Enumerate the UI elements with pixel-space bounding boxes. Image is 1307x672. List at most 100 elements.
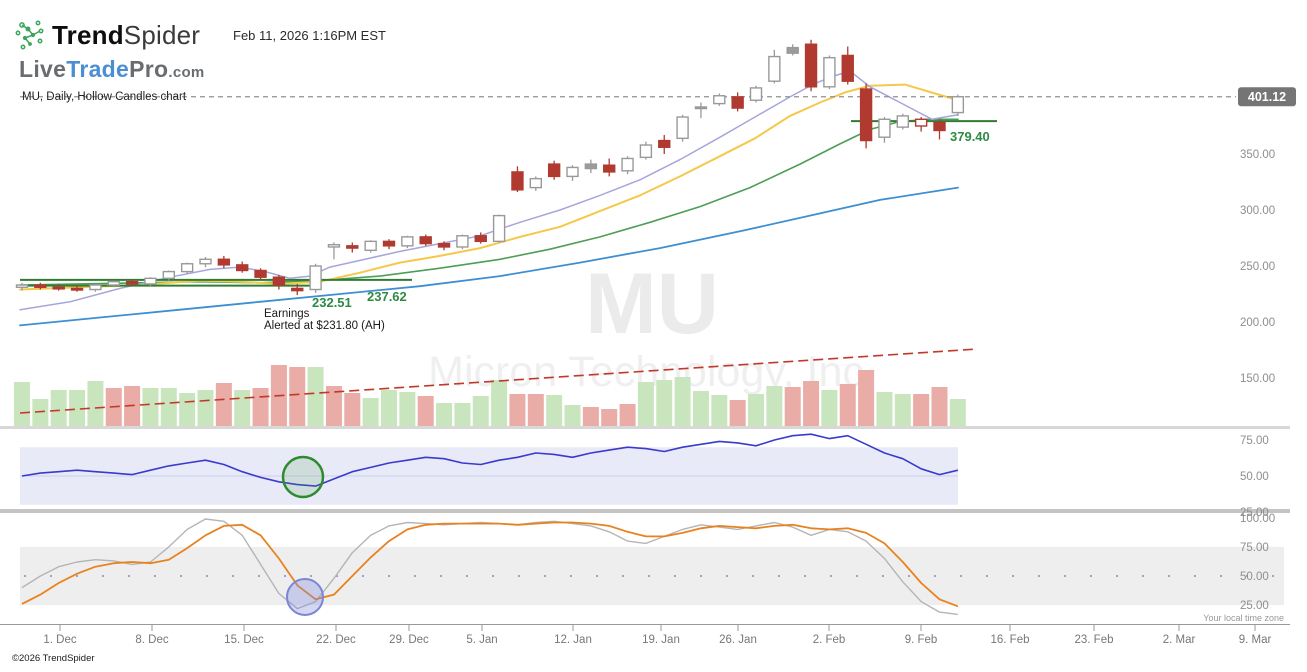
earnings-annotation-line: Earnings: [264, 308, 310, 320]
candle-body: [603, 164, 616, 173]
level-label-379.40: 379.40: [950, 129, 990, 144]
pane-divider-rsi-stoch: [0, 509, 1290, 513]
candle-body: [70, 287, 84, 291]
x-axis-label: 29. Dec: [389, 634, 429, 646]
volume-bar: [784, 387, 801, 427]
candle-body: [309, 265, 322, 291]
volume-bar: [234, 390, 251, 427]
candle-body: [364, 240, 377, 252]
volume-bar: [858, 370, 875, 427]
volume-bar: [179, 393, 196, 427]
copyright-note: ©2026 TrendSpider: [12, 653, 95, 664]
volume-bar: [619, 404, 636, 427]
volume-bar: [344, 393, 361, 427]
candle-body: [933, 121, 946, 132]
long-sma-blue-line: [19, 186, 959, 327]
livetradepro-trade: Trade: [66, 56, 130, 82]
brand-name-spider: Spider: [123, 19, 201, 50]
rsi-line: [21, 433, 959, 487]
candle-body: [52, 286, 65, 290]
trendspider-molecule-icon: [14, 18, 46, 52]
candle-body: [346, 245, 359, 249]
livetradepro-live: Live: [19, 56, 67, 82]
candle-body: [291, 287, 304, 292]
volume-bar: [124, 386, 141, 427]
candle-body: [878, 118, 891, 138]
volume-bar: [546, 395, 563, 427]
volume-bar: [894, 394, 911, 427]
brand-name-trend: Trend: [52, 19, 124, 50]
stoch-d-line: [21, 521, 959, 608]
candle-body: [731, 96, 744, 109]
price-axis-label: 250.00: [1240, 261, 1275, 273]
volume-bar: [325, 386, 342, 427]
candle-body: [492, 214, 506, 243]
volume-bar: [307, 367, 324, 427]
candle-body: [841, 54, 854, 82]
volume-bar: [821, 390, 838, 427]
rsi-axis-label: 50.00: [1240, 471, 1269, 483]
candle-body: [914, 118, 928, 127]
chart-timestamp: Feb 11, 2026 1:16PM EST: [233, 28, 386, 43]
x-axis-label: 26. Jan: [719, 634, 757, 646]
price-axis-label: 350.00: [1240, 149, 1275, 161]
volume-bar: [252, 388, 269, 427]
volume-bar: [656, 380, 673, 427]
candle-body: [804, 43, 818, 88]
x-axis-label: 15. Dec: [224, 634, 264, 646]
volume-bar: [803, 381, 820, 427]
earnings-annotation-line: Alerted at $231.80 (AH): [264, 320, 385, 332]
volume-bar: [399, 392, 416, 427]
volume-bar: [674, 377, 691, 427]
candle-body: [419, 236, 432, 245]
x-axis-label: 12. Jan: [554, 634, 592, 646]
candle-body: [125, 280, 139, 285]
stoch-highlight-circle: [286, 578, 324, 616]
volume-bar: [69, 390, 86, 427]
volume-bar: [381, 390, 397, 427]
candle-body: [786, 46, 799, 54]
candle-body: [768, 55, 781, 82]
price-axis-label: 150.00: [1240, 373, 1275, 385]
volume-bar: [417, 396, 434, 427]
volume-bar: [839, 384, 856, 427]
livetradepro-pro: Pro: [129, 56, 169, 82]
volume-bar: [637, 382, 654, 427]
volume-bar: [692, 391, 709, 427]
stoch-axis-label: 75.00: [1240, 542, 1269, 554]
price-axis-label: 300.00: [1240, 205, 1275, 217]
candle-body: [327, 244, 341, 248]
volume-bar: [527, 394, 544, 427]
level-label-232.51: 232.51: [312, 295, 352, 310]
stoch-axis-label: 100.00: [1240, 513, 1275, 525]
volume-bar: [50, 390, 67, 427]
volume-bar: [362, 398, 379, 427]
fast-ema-purple-line: [19, 70, 959, 311]
trendspider-logo: TrendSpider: [14, 18, 200, 52]
candle-body: [896, 115, 909, 128]
volume-bar: [491, 380, 508, 427]
candle-body: [694, 106, 708, 110]
x-axis-label: 2. Feb: [813, 634, 846, 646]
volume-bar: [766, 386, 783, 427]
candle-body: [749, 87, 763, 101]
candle-body: [217, 258, 231, 266]
volume-bar: [564, 405, 581, 427]
ema-yellow-line: [19, 83, 959, 291]
volume-bar: [876, 392, 893, 427]
volume-bar: [729, 400, 746, 427]
stoch-axis-label: 25.00: [1240, 600, 1269, 612]
candle-body: [676, 116, 689, 140]
volume-bar: [913, 394, 930, 427]
candle-body: [951, 96, 965, 114]
candle-body: [621, 157, 634, 172]
volume-bar: [87, 381, 104, 427]
livetradepro-com: .com: [168, 64, 205, 81]
candle-body: [474, 235, 487, 243]
pane-divider-volume-rsi: [0, 426, 1290, 429]
x-axis-label: 19. Jan: [642, 634, 680, 646]
last-price-badge: [1238, 87, 1296, 107]
volume-bar: [436, 403, 453, 427]
candle-body: [235, 264, 249, 272]
